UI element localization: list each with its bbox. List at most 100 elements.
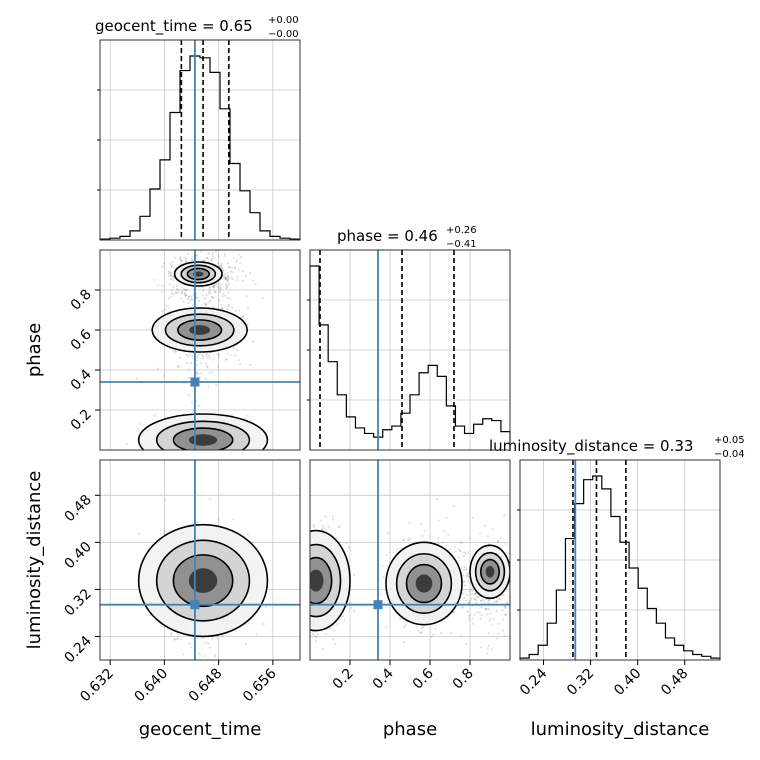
sample-point — [457, 556, 460, 559]
sample-point — [220, 262, 223, 266]
sample-point — [215, 383, 218, 387]
contour-0-2 — [310, 556, 333, 605]
sample-point — [170, 274, 173, 278]
luminosity-x-tick-label: 0.40 — [611, 666, 644, 699]
sample-point — [506, 601, 509, 604]
sample-point — [434, 627, 437, 630]
sample-point — [177, 365, 181, 368]
sample-point — [471, 516, 475, 520]
sample-point — [474, 592, 478, 595]
sample-point — [185, 294, 188, 297]
sample-point — [483, 600, 486, 603]
phase-hist-step — [309, 265, 511, 450]
sample-point — [222, 269, 225, 272]
sample-point — [226, 262, 229, 265]
sample-point — [182, 288, 185, 291]
sample-point — [347, 546, 350, 549]
sample-point — [225, 358, 228, 361]
luminosity-x-tick-label: 0.24 — [517, 665, 550, 698]
sample-point — [447, 533, 450, 536]
sample-point — [489, 617, 492, 620]
sample-point — [187, 355, 190, 358]
sample-point — [221, 266, 224, 270]
density-fill — [188, 434, 218, 446]
sample-point — [137, 532, 140, 536]
sample-point — [460, 566, 463, 570]
sample-point — [174, 350, 177, 353]
sample-point — [465, 567, 468, 570]
title-phase-minus: −0.41 — [446, 239, 477, 250]
sample-point — [205, 257, 208, 260]
sample-point — [436, 536, 440, 539]
sample-point — [189, 362, 192, 365]
sample-point — [221, 295, 224, 298]
sample-point — [468, 599, 472, 603]
sample-point — [180, 259, 183, 262]
sample-point — [211, 255, 215, 258]
sample-point — [218, 286, 221, 289]
sample-point — [205, 354, 208, 357]
sample-point — [185, 260, 188, 263]
sample-point — [238, 362, 242, 365]
sample-point — [232, 518, 235, 521]
sample-point — [469, 593, 472, 596]
sample-point — [195, 636, 198, 639]
sample-point — [188, 353, 191, 356]
sample-point — [173, 638, 176, 641]
sample-point — [212, 285, 215, 289]
sample-point — [472, 597, 476, 600]
sample-point — [239, 261, 242, 264]
sample-point — [208, 371, 211, 374]
sample-point — [505, 602, 508, 605]
sample-point — [209, 299, 212, 302]
sample-point — [457, 548, 460, 551]
sample-point — [437, 519, 440, 522]
sample-point — [217, 356, 220, 359]
sample-point — [331, 515, 334, 518]
truth-marker — [190, 377, 200, 387]
sample-point — [480, 614, 483, 617]
sample-point — [217, 255, 220, 258]
sample-point — [467, 551, 470, 554]
sample-point — [443, 530, 446, 533]
sample-point — [430, 635, 434, 639]
sample-point — [227, 277, 230, 281]
sample-point — [182, 300, 185, 303]
sample-point — [321, 648, 325, 651]
sample-point — [185, 288, 188, 291]
sample-point — [172, 292, 175, 296]
sample-point — [473, 613, 476, 616]
sample-point — [241, 316, 244, 319]
sample-point — [214, 291, 217, 294]
sample-point — [322, 525, 325, 528]
sample-point — [167, 272, 171, 275]
phase-y-tick-label: 0.2 — [68, 407, 95, 434]
sample-point — [169, 283, 172, 286]
sample-point — [176, 638, 179, 641]
sample-point — [252, 279, 255, 282]
sample-point — [178, 258, 182, 261]
sample-point — [333, 629, 336, 633]
sample-point — [470, 597, 473, 600]
sample-point — [423, 530, 426, 533]
sample-point — [473, 592, 476, 595]
sample-point — [486, 535, 490, 538]
sample-point — [212, 285, 215, 288]
sample-point — [171, 289, 174, 292]
sample-point — [486, 608, 489, 611]
panel-luminosity-vs-geocent-time — [99, 459, 301, 661]
sample-point — [320, 527, 323, 531]
sample-point — [445, 517, 448, 520]
sample-point — [460, 635, 463, 638]
sample-point — [206, 365, 209, 369]
sample-point — [241, 279, 244, 283]
sample-point — [221, 307, 224, 310]
sample-point — [261, 296, 264, 300]
sample-point — [486, 652, 489, 655]
sample-point — [463, 596, 466, 600]
luminosity-y-tick-label: 0.24 — [61, 633, 94, 666]
sample-point — [176, 637, 179, 640]
sample-point — [228, 265, 231, 268]
sample-point — [474, 598, 478, 602]
sample-point — [432, 633, 435, 636]
